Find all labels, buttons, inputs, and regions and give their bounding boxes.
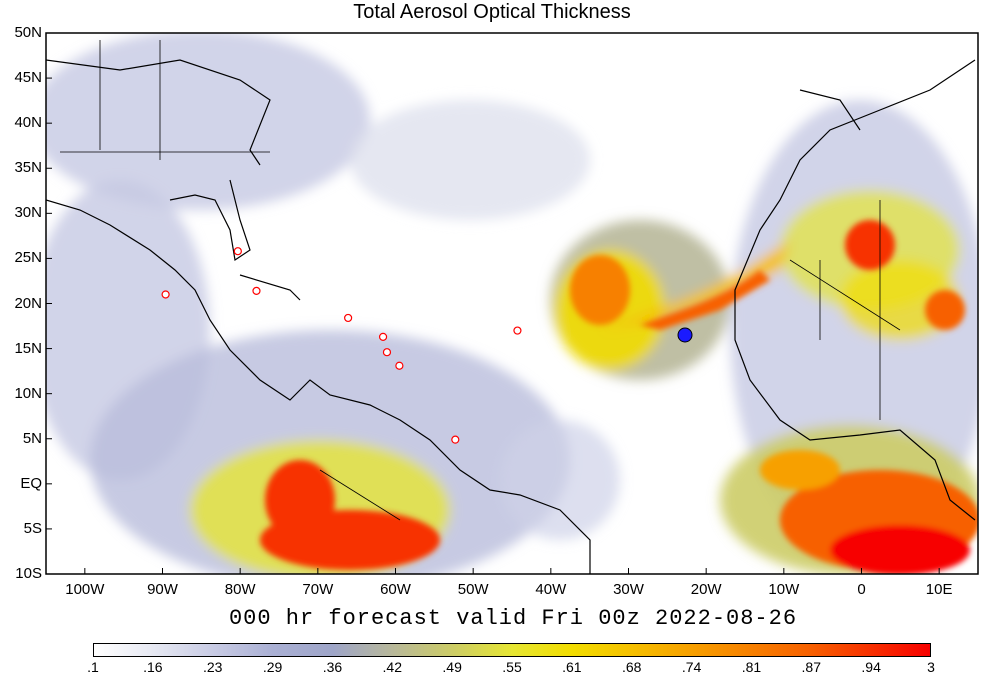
latitude-label: 45N	[14, 69, 42, 87]
longitude-label: 10W	[768, 581, 800, 598]
station-marker	[378, 332, 388, 341]
colorbar-label: .36	[322, 659, 343, 675]
latitude-label: 35N	[14, 159, 42, 177]
colorbar	[93, 643, 931, 657]
longitude-label: 20W	[690, 581, 722, 598]
station-marker	[451, 435, 460, 444]
colorbar-label: .68	[621, 659, 642, 675]
colorbar-label: .74	[681, 659, 702, 675]
latitude-label: 5N	[22, 429, 42, 447]
colorbar-label: .81	[741, 659, 762, 675]
colorbar-label: .23	[202, 659, 223, 675]
coastlines	[46, 59, 976, 574]
colorbar-label: .55	[502, 659, 522, 675]
axis-ticks	[46, 32, 940, 575]
colorbar-label: .42	[382, 659, 403, 675]
station-marker	[252, 286, 261, 295]
station-marker	[161, 290, 170, 299]
forecast-subtitle: 000 hr forecast valid Fri 00z 2022-08-26	[228, 606, 798, 631]
longitude-label: 0	[857, 581, 866, 598]
colorbar-label: .61	[562, 659, 582, 675]
latitude-label: 20N	[14, 294, 42, 312]
colorbar-label: .1	[87, 659, 99, 675]
latitude-label: 50N	[14, 24, 42, 41]
station-marker	[513, 326, 522, 335]
latitude-label: 30N	[14, 204, 42, 222]
colorbar-label: .16	[143, 659, 163, 675]
longitude-label: 90W	[147, 581, 178, 598]
station-marker	[344, 313, 353, 323]
aerosol-map	[45, 32, 979, 575]
latitude-label: 5S	[23, 519, 42, 537]
colorbar-label: .29	[262, 659, 283, 675]
latitude-label: 15N	[14, 339, 42, 357]
map-title: Total Aerosol Optical Thickness	[353, 1, 631, 23]
longitude-label: 10E	[925, 581, 953, 598]
longitude-label: 50W	[457, 581, 489, 598]
latitude-label: 25N	[14, 249, 42, 267]
station-marker	[233, 247, 242, 256]
latitude-label: EQ	[20, 474, 42, 492]
location-marker	[677, 327, 693, 343]
latitude-label: 10S	[15, 565, 42, 582]
longitude-label: 100W	[65, 581, 105, 598]
longitude-label: 70W	[302, 581, 334, 598]
colorbar-label: .94	[861, 659, 881, 675]
latitude-label: 40N	[14, 114, 42, 132]
station-marker	[382, 348, 392, 357]
station-marker	[395, 361, 404, 370]
colorbar-label: .87	[801, 659, 822, 675]
borders	[60, 40, 901, 521]
longitude-label: 80W	[224, 581, 256, 598]
station-markers	[161, 247, 522, 444]
longitude-label: 30W	[613, 581, 644, 598]
colorbar-label: .49	[442, 659, 462, 675]
longitude-label: 60W	[380, 581, 411, 598]
longitude-label: 40W	[535, 581, 567, 598]
colorbar-label: 3	[927, 659, 935, 675]
latitude-label: 10N	[14, 384, 42, 402]
